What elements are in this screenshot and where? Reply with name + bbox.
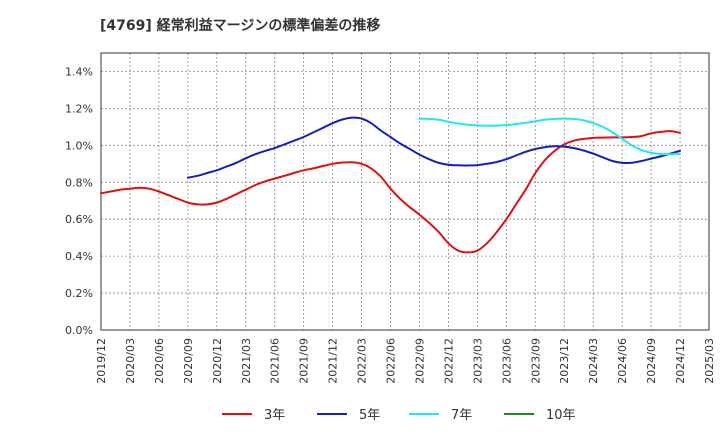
x-tick-label: 2021/06 xyxy=(269,338,282,384)
y-axis-ticks: 0.0% 0.2% 0.4% 0.6% 0.8% 1.0% 1.2% 1.4% xyxy=(65,65,93,337)
x-tick-label: 2023/03 xyxy=(471,338,484,384)
y-tick-label: 1.4% xyxy=(65,65,93,78)
legend-label: 7年 xyxy=(451,408,472,423)
x-tick-label: 2021/12 xyxy=(327,338,340,384)
x-tick-label: 2019/12 xyxy=(95,338,108,384)
y-tick-label: 0.8% xyxy=(65,176,93,189)
y-tick-label: 1.2% xyxy=(65,102,93,115)
x-tick-label: 2020/12 xyxy=(211,338,224,384)
chart-title: [4769] 経常利益マージンの標準偏差の推移 xyxy=(100,17,380,34)
legend-label: 10年 xyxy=(546,408,576,423)
x-tick-label: 2020/06 xyxy=(153,338,166,384)
x-tick-label: 2023/09 xyxy=(529,338,542,384)
legend-label: 3年 xyxy=(264,408,285,423)
x-tick-label: 2024/03 xyxy=(587,338,600,384)
x-tick-label: 2023/12 xyxy=(558,338,571,384)
x-tick-label: 2021/03 xyxy=(240,338,253,384)
x-tick-label: 2022/12 xyxy=(442,338,455,384)
y-tick-label: 1.0% xyxy=(65,139,93,152)
series-lines xyxy=(100,116,681,254)
x-axis-ticks: 2019/12 2020/03 2020/06 2020/09 2020/12 2021/… xyxy=(95,338,716,384)
x-tick-label: 2023/06 xyxy=(500,338,513,384)
x-tick-label: 2021/09 xyxy=(298,338,311,384)
series-line-1 xyxy=(100,130,681,254)
x-tick-label: 2022/06 xyxy=(385,338,398,384)
y-tick-label: 0.2% xyxy=(65,287,93,300)
x-tick-label: 2022/03 xyxy=(356,338,369,384)
y-tick-label: 0.0% xyxy=(65,324,93,337)
legend-label: 5年 xyxy=(359,408,380,423)
plot-area xyxy=(100,52,710,331)
y-tick-label: 0.6% xyxy=(65,213,93,226)
x-tick-label: 2022/09 xyxy=(413,338,426,384)
legend: 3年 5年 7年 10年 xyxy=(222,408,576,423)
series-line-2 xyxy=(186,116,681,179)
y-tick-label: 0.4% xyxy=(65,250,93,263)
x-tick-label: 2024/06 xyxy=(616,338,629,384)
x-tick-label: 2020/09 xyxy=(182,338,195,384)
x-tick-label: 2024/09 xyxy=(645,338,658,384)
series-line-3 xyxy=(418,117,681,156)
x-tick-label: 2020/03 xyxy=(124,338,137,384)
x-tick-label: 2024/12 xyxy=(674,338,687,384)
x-tick-label: 2025/03 xyxy=(703,338,716,384)
grid xyxy=(100,53,710,331)
